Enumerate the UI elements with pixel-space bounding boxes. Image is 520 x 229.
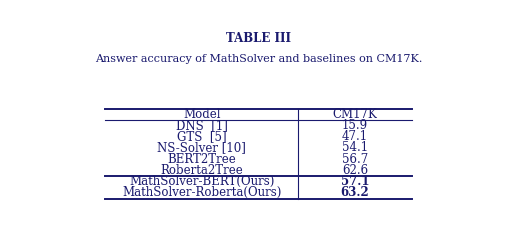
- Text: CM17K: CM17K: [332, 108, 378, 121]
- Text: 15.9: 15.9: [342, 119, 368, 132]
- Text: NS-Solver [10]: NS-Solver [10]: [158, 142, 246, 154]
- Text: 47.1: 47.1: [342, 130, 368, 143]
- Text: 56.7: 56.7: [342, 153, 368, 166]
- Text: Model: Model: [183, 108, 220, 121]
- Text: 63.2: 63.2: [341, 186, 369, 199]
- Text: Answer accuracy of MathSolver and baselines on CM17K.: Answer accuracy of MathSolver and baseli…: [95, 54, 422, 64]
- Text: 54.1: 54.1: [342, 142, 368, 154]
- Text: DNS  [1]: DNS [1]: [176, 119, 228, 132]
- Text: TABLE III: TABLE III: [226, 32, 291, 45]
- Text: Roberta2Tree: Roberta2Tree: [160, 164, 243, 177]
- Text: MathSolver-Roberta(Ours): MathSolver-Roberta(Ours): [122, 186, 281, 199]
- Text: GTS  [5]: GTS [5]: [177, 130, 227, 143]
- Text: 57.1: 57.1: [341, 175, 369, 188]
- Text: 62.6: 62.6: [342, 164, 368, 177]
- Text: BERT2Tree: BERT2Tree: [167, 153, 236, 166]
- Text: MathSolver-BERT(Ours): MathSolver-BERT(Ours): [129, 175, 275, 188]
